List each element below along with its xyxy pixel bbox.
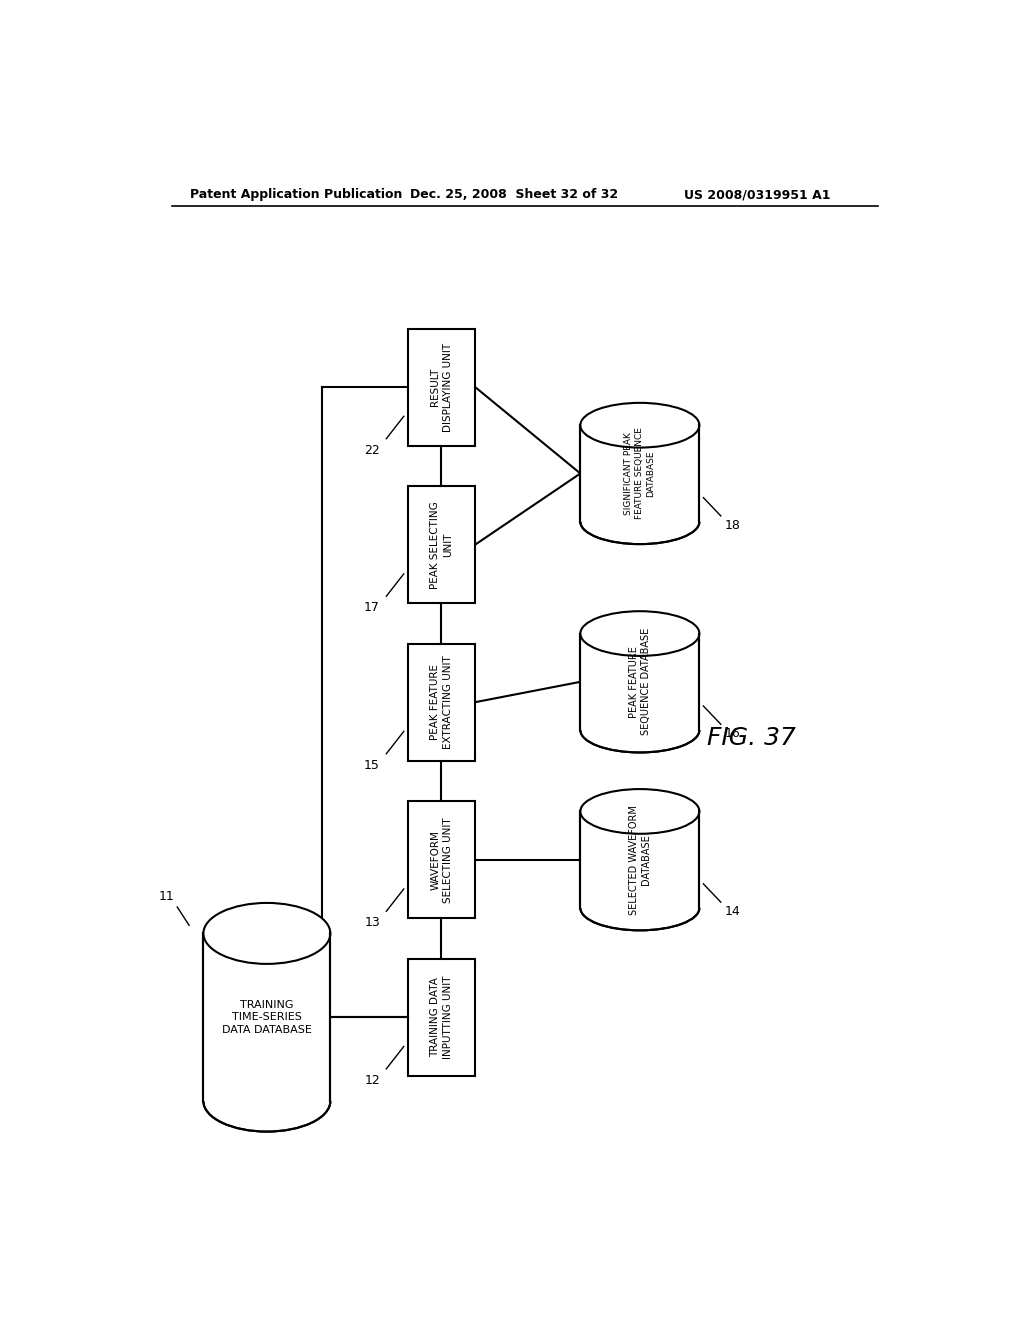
Text: PEAK SELECTING
UNIT: PEAK SELECTING UNIT: [430, 500, 453, 589]
Text: Patent Application Publication: Patent Application Publication: [189, 187, 402, 201]
Text: 17: 17: [365, 602, 380, 614]
Text: PEAK FEATURE
SEQUENCE DATABASE: PEAK FEATURE SEQUENCE DATABASE: [629, 628, 651, 735]
Text: PEAK FEATURE
EXTRACTING UNIT: PEAK FEATURE EXTRACTING UNIT: [430, 655, 453, 748]
Bar: [581, 425, 699, 521]
Text: 18: 18: [725, 519, 740, 532]
Text: FIG. 37: FIG. 37: [708, 726, 797, 750]
Bar: [581, 634, 699, 730]
Bar: [581, 812, 699, 908]
Bar: [408, 958, 475, 1076]
Ellipse shape: [581, 403, 699, 447]
Text: 16: 16: [725, 727, 740, 741]
Text: SIGNIFICANT PEAK
FEATURE SEQUENCE
DATABASE: SIGNIFICANT PEAK FEATURE SEQUENCE DATABA…: [625, 428, 655, 520]
Bar: [408, 329, 475, 446]
Text: 13: 13: [365, 916, 380, 929]
Bar: [408, 486, 475, 603]
Ellipse shape: [581, 789, 699, 834]
Bar: [408, 644, 475, 760]
Text: 12: 12: [365, 1074, 380, 1086]
Text: 22: 22: [365, 444, 380, 457]
Bar: [408, 801, 475, 919]
Text: WAVEFORM
SELECTING UNIT: WAVEFORM SELECTING UNIT: [430, 817, 453, 903]
Text: US 2008/0319951 A1: US 2008/0319951 A1: [684, 187, 830, 201]
Ellipse shape: [204, 903, 331, 964]
Text: TRAINING
TIME-SERIES
DATA DATABASE: TRAINING TIME-SERIES DATA DATABASE: [222, 999, 312, 1035]
Bar: [204, 933, 331, 1101]
Text: RESULT
DISPLAYING UNIT: RESULT DISPLAYING UNIT: [430, 342, 453, 432]
Text: SELECTED WAVEFORM
DATABASE: SELECTED WAVEFORM DATABASE: [629, 805, 651, 915]
Text: TRAINING DATA
INPUTTING UNIT: TRAINING DATA INPUTTING UNIT: [430, 975, 453, 1059]
Text: 15: 15: [365, 759, 380, 772]
Text: 14: 14: [725, 906, 740, 919]
Text: Dec. 25, 2008  Sheet 32 of 32: Dec. 25, 2008 Sheet 32 of 32: [410, 187, 617, 201]
Ellipse shape: [581, 611, 699, 656]
Text: 11: 11: [159, 890, 175, 903]
